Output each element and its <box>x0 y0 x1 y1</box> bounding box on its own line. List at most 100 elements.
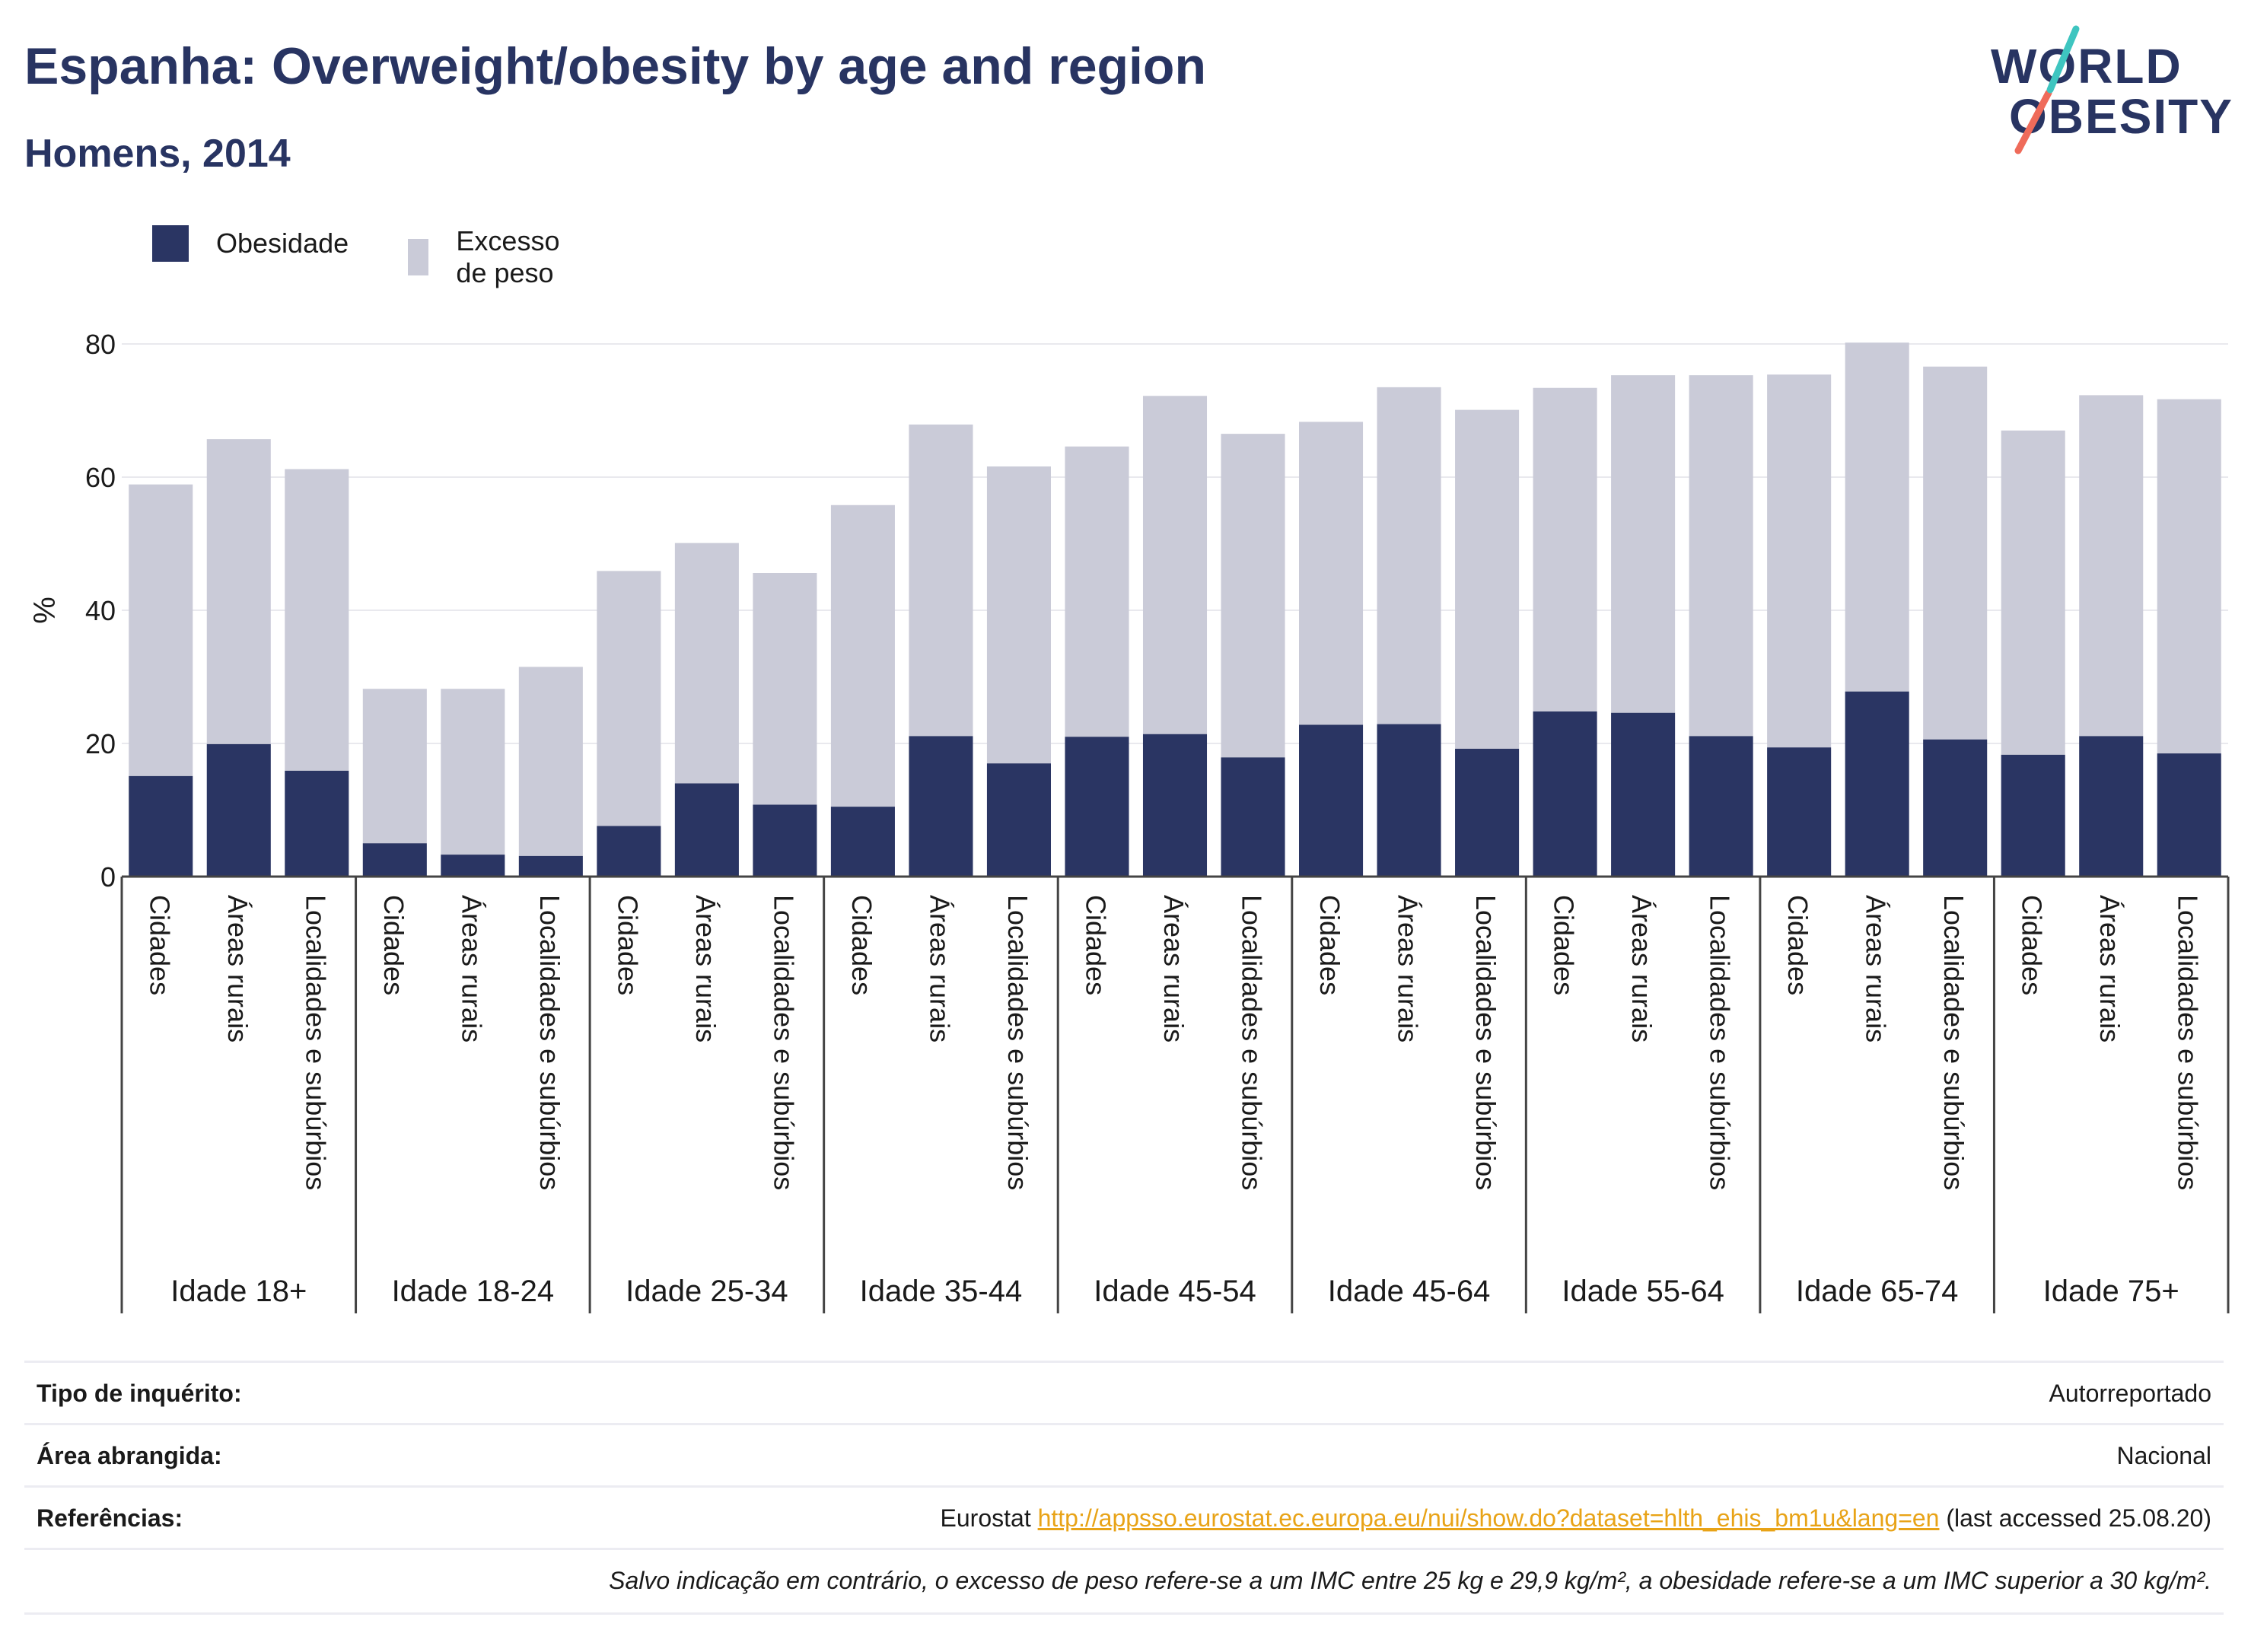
references-suffix: (last accessed 25.08.20) <box>1939 1504 2211 1532</box>
bar-obesity <box>1923 739 1988 877</box>
bar-obesity <box>518 855 583 877</box>
references-prefix: Eurostat <box>940 1504 1038 1532</box>
bar-obesity <box>1377 724 1441 877</box>
footer-row-note: Salvo indicação em contrário, o excesso … <box>24 1548 2224 1615</box>
bar-obesity <box>1299 724 1364 877</box>
y-axis-label: % <box>28 597 62 624</box>
bar-overweight <box>2157 399 2221 754</box>
bar-overweight <box>206 439 271 744</box>
x-category-label: Áreas rurais <box>1861 895 1892 1042</box>
x-group-label: Idade 45-54 <box>1094 1275 1256 1308</box>
x-category-label: Áreas rurais <box>1158 895 1189 1042</box>
x-category-label: Localidades e subúrbios <box>1470 895 1501 1190</box>
x-category-label: Áreas rurais <box>456 895 487 1042</box>
x-group-label: Idade 18+ <box>170 1275 307 1308</box>
x-category-label: Localidades e subúrbios <box>1705 895 1736 1190</box>
x-category-label: Cidades <box>612 895 643 995</box>
bar-overweight <box>1533 387 1597 711</box>
legend-item-obesity: Obesidade <box>152 225 349 262</box>
x-category-label: Cidades <box>1549 895 1580 995</box>
bar-overweight <box>2079 395 2144 737</box>
bar-obesity <box>1767 747 1832 877</box>
references-label: Referências: <box>37 1504 183 1532</box>
bar-overweight <box>753 573 817 805</box>
footer-row-area: Área abrangida: Nacional <box>24 1423 2224 1488</box>
definition-note: Salvo indicação em contrário, o excesso … <box>609 1567 2211 1594</box>
footer-row-references: Referências: Eurostat http://appsso.euro… <box>24 1485 2224 1550</box>
bar-obesity <box>1533 711 1597 877</box>
x-category-label: Áreas rurais <box>924 895 955 1042</box>
bar-obesity <box>597 826 661 877</box>
y-tick-label: 20 <box>85 728 116 759</box>
x-category-label: Cidades <box>1782 895 1813 995</box>
bar-obesity <box>1845 691 1909 877</box>
bar-overweight <box>285 469 349 771</box>
area-covered-label: Área abrangida: <box>37 1442 222 1469</box>
bar-overweight <box>1377 387 1441 724</box>
bar-overweight <box>362 689 427 844</box>
survey-type-label: Tipo de inquérito: <box>37 1380 242 1407</box>
bar-obesity <box>674 783 739 877</box>
bar-overweight <box>1221 434 1285 758</box>
x-category-label: Cidades <box>1080 895 1111 995</box>
bar-obesity <box>1065 737 1129 877</box>
bar-overweight <box>1767 374 1832 748</box>
x-category-label: Áreas rurais <box>222 895 253 1042</box>
stacked-bar-chart: 0 20 40 60 80% Cidades Áreas rurais Localidades… <box>28 329 2230 1313</box>
x-category-label: Localidades e subúrbios <box>1002 895 1033 1190</box>
y-tick-label: 40 <box>85 595 116 626</box>
bar-obesity <box>1611 712 1676 877</box>
bar-overweight <box>1065 446 1129 737</box>
bar-obesity <box>2157 753 2221 877</box>
references-value: Eurostat http://appsso.eurostat.ec.europ… <box>941 1504 2211 1533</box>
bar-obesity <box>909 736 973 877</box>
bar-overweight <box>986 466 1051 764</box>
y-tick-label: 80 <box>85 329 116 360</box>
chart-subtitle: Homens, 2014 <box>24 132 291 176</box>
x-group-label: Idade 75+ <box>2043 1275 2179 1308</box>
bar-overweight <box>1611 375 1676 713</box>
x-category-label: Localidades e subúrbios <box>1237 895 1268 1190</box>
bar-obesity <box>2079 736 2144 877</box>
bar-obesity <box>206 743 271 877</box>
bar-obesity <box>986 763 1051 877</box>
x-category-label: Localidades e subúrbios <box>1938 895 1969 1190</box>
bar-overweight <box>1299 422 1364 725</box>
legend-swatch-overweight <box>408 239 429 275</box>
x-category-label: Cidades <box>144 895 175 995</box>
bar-overweight <box>1689 375 1753 737</box>
x-group-label: Idade 25-34 <box>626 1275 788 1308</box>
x-category-label: Cidades <box>1314 895 1345 995</box>
bar-overweight <box>129 484 193 776</box>
footer-row-survey: Tipo de inquérito: Autorreportado <box>24 1361 2224 1425</box>
bar-overweight <box>518 667 583 856</box>
references-link[interactable]: http://appsso.eurostat.ec.europa.eu/nui/… <box>1037 1504 1940 1532</box>
x-group-label: Idade 65-74 <box>1796 1275 1959 1308</box>
chart-title: Espanha: Overweight/obesity by age and r… <box>24 37 1207 95</box>
x-group-label: Idade 45-64 <box>1328 1275 1491 1308</box>
bar-overweight <box>1142 396 1208 734</box>
bar-obesity <box>441 855 505 877</box>
x-category-label: Localidades e subúrbios <box>2173 895 2204 1190</box>
bar-overweight <box>674 543 739 784</box>
y-tick-label: 60 <box>85 462 116 493</box>
bar-overweight <box>830 505 895 807</box>
bar-obesity <box>830 807 895 877</box>
x-category-label: Localidades e subúrbios <box>300 895 331 1190</box>
bar-obesity <box>1455 749 1520 877</box>
survey-type-value: Autorreportado <box>2049 1380 2211 1407</box>
bar-overweight <box>597 571 661 826</box>
legend-item-overweight: Excesso de peso <box>408 225 575 289</box>
area-covered-value: Nacional <box>2116 1442 2211 1469</box>
x-category-label: Cidades <box>378 895 409 995</box>
bar-overweight <box>2001 430 2065 755</box>
bar-obesity <box>1221 757 1285 877</box>
legend-label-obesity: Obesidade <box>216 228 349 259</box>
x-category-label: Localidades e subúrbios <box>534 895 565 1190</box>
bar-overweight <box>909 424 973 737</box>
legend-label-overweight: Excesso de peso <box>456 225 560 288</box>
logo-line-1: WORLD <box>1991 39 2183 94</box>
x-category-label: Cidades <box>846 895 877 995</box>
bar-obesity <box>285 770 349 877</box>
x-category-label: Áreas rurais <box>2094 895 2125 1042</box>
